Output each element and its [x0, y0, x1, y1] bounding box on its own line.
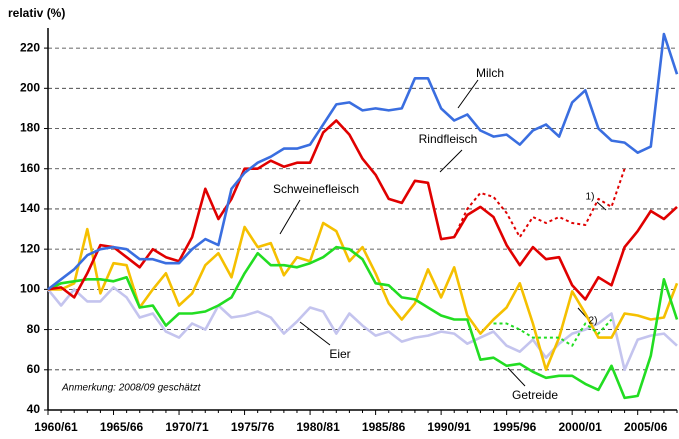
y-tick-label: 160 — [20, 161, 40, 175]
leader-line — [299, 321, 331, 346]
series-label: Getreide — [512, 388, 558, 402]
x-tick-label: 1985/86 — [362, 420, 406, 434]
x-tick-label: 1965/66 — [100, 420, 144, 434]
leader-line — [439, 149, 463, 173]
y-tick-label: 220 — [20, 40, 40, 54]
y-axis-label: relativ (%) — [8, 6, 65, 20]
series-label: Rindfleisch — [419, 132, 478, 146]
y-tick-label: 40 — [27, 402, 41, 416]
y-tick-label: 80 — [27, 322, 41, 336]
y-tick-label: 100 — [20, 282, 40, 296]
x-tick-label: 1975/76 — [231, 420, 275, 434]
x-tick-label: 1980/81 — [296, 420, 340, 434]
x-tick-label: 2005/06 — [624, 420, 668, 434]
x-tick-label: 1995/96 — [493, 420, 537, 434]
x-tick-label: 1990/91 — [427, 420, 471, 434]
y-tick-label: 120 — [20, 241, 40, 255]
series-line — [47, 32, 679, 291]
series-line — [493, 318, 613, 347]
leader-line — [507, 367, 526, 387]
y-tick-label: 180 — [20, 121, 40, 135]
leader-line — [457, 79, 479, 109]
leader-line — [279, 199, 301, 235]
x-tick-label: 1960/61 — [34, 420, 78, 434]
series-line — [47, 245, 679, 400]
note: Anmerkung: 2008/09 geschätzt — [61, 383, 202, 394]
x-tick-label: 1970/71 — [165, 420, 209, 434]
series-line — [47, 119, 678, 301]
y-tick-label: 140 — [20, 201, 40, 215]
series-label: 1) — [586, 192, 595, 203]
series-label: Eier — [329, 347, 350, 361]
y-tick-label: 60 — [27, 362, 41, 376]
x-tick-label: 2000/01 — [558, 420, 602, 434]
series-label: Milch — [476, 66, 504, 80]
series-label: 2) — [589, 316, 598, 327]
series-label: Schweinefleisch — [273, 182, 359, 196]
leader-lines — [279, 79, 607, 387]
series-line — [48, 221, 679, 372]
series-line — [453, 168, 626, 239]
series-line — [46, 286, 678, 372]
y-tick-label: 200 — [20, 80, 40, 94]
